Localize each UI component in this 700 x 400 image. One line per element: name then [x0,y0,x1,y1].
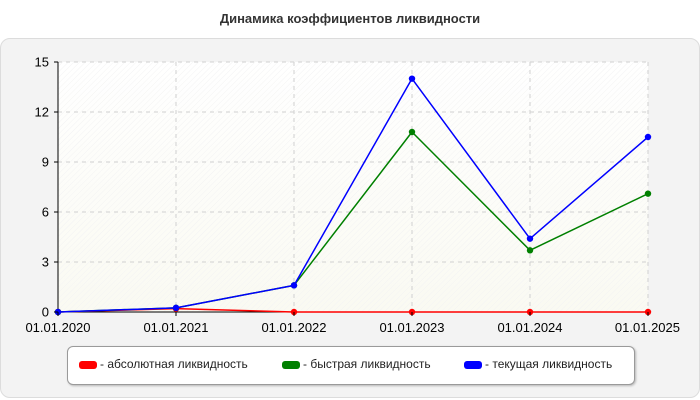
series-line [57,77,649,313]
legend-item-current: - текущая ликвидность [464,357,612,371]
legend: - абсолютная ликвидность - быстрая ликви… [67,346,635,385]
data-point [526,235,534,242]
y-tick-label: 3 [42,255,49,270]
plot-hatch [58,62,648,312]
data-point [644,190,652,197]
legend-swatch-current [464,360,482,369]
data-point [172,304,180,312]
y-tick-label: 12 [35,105,49,120]
legend-label-absolute: - абсолютная ликвидность [100,357,248,371]
data-point [408,128,416,136]
y-tick-label: 9 [42,155,49,170]
y-tick-label: 0 [42,305,49,320]
x-tick-label: 01.01.2020 [25,320,90,335]
legend-item-absolute: - абсолютная ликвидность [79,357,248,371]
y-tick-label: 15 [35,55,49,70]
x-tick-label: 01.01.2025 [615,320,680,335]
y-tick-label: 6 [42,205,49,220]
data-point [644,133,652,141]
legend-swatch-absolute [79,360,97,369]
x-tick-label: 01.01.2024 [497,320,562,335]
legend-label-current: - текущая ликвидность [485,357,613,371]
x-tick-label: 01.01.2021 [143,320,208,335]
legend-item-quick: - быстрая ликвидность [282,357,431,371]
legend-label-quick: - быстрая ликвидность [303,357,431,371]
legend-swatch-quick [282,360,300,369]
data-point [526,247,534,254]
chart-title: Динамика коэффициентов ликвидности [219,11,481,26]
x-tick-label: 01.01.2022 [261,320,326,335]
data-point [408,75,416,82]
x-tick-label: 01.01.2023 [379,320,444,335]
data-point [290,282,298,289]
